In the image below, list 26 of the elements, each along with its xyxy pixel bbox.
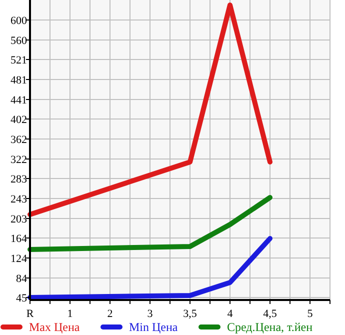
y-tick-label: 243 bbox=[10, 193, 28, 206]
legend-label: Min Цена bbox=[129, 320, 178, 334]
y-tick-label: 203 bbox=[10, 213, 28, 226]
x-tick-label: 4,5 bbox=[263, 308, 278, 320]
y-tick-label: 600 bbox=[10, 14, 28, 27]
y-tick-label: 560 bbox=[10, 34, 28, 47]
y-tick-label: 322 bbox=[10, 154, 27, 166]
y-tick-label: 441 bbox=[10, 94, 27, 106]
y-tick-label: 481 bbox=[10, 74, 27, 86]
y-tick-label: 402 bbox=[10, 114, 27, 126]
x-tick-label: 3,5 bbox=[183, 308, 198, 320]
y-tick-label: 84 bbox=[16, 272, 28, 285]
y-tick-label: 164 bbox=[10, 232, 28, 245]
y-tick-label: 124 bbox=[10, 252, 28, 265]
x-tick-label: 3 bbox=[147, 308, 154, 320]
y-tick-label: 521 bbox=[10, 54, 27, 66]
y-tick-label: 45 bbox=[16, 292, 28, 304]
x-tick-label: R bbox=[26, 308, 34, 320]
x-tick-label: 4 bbox=[227, 308, 234, 320]
legend-label: Max Цена bbox=[29, 320, 80, 334]
y-tick-label: 283 bbox=[10, 173, 28, 186]
x-tick-label: 5 bbox=[307, 308, 314, 320]
legend-label: Сред.Цена, т.йен bbox=[227, 320, 314, 334]
x-tick-label: 1 bbox=[67, 308, 73, 320]
y-tick-label: 362 bbox=[10, 134, 27, 146]
x-tick-label: 2 bbox=[107, 308, 113, 320]
